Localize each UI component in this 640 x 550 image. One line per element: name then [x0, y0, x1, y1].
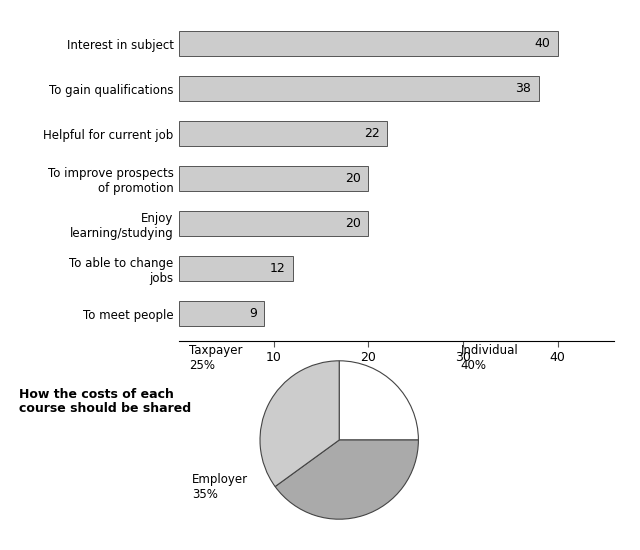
Wedge shape	[339, 361, 419, 440]
Wedge shape	[260, 361, 339, 487]
Bar	[179, 256, 292, 281]
Bar	[179, 76, 539, 101]
Bar	[179, 211, 369, 236]
Text: 20: 20	[345, 217, 361, 230]
Bar	[179, 31, 557, 56]
Text: 12: 12	[269, 262, 285, 276]
Wedge shape	[275, 440, 419, 519]
Text: 22: 22	[364, 127, 380, 140]
Text: Employer
35%: Employer 35%	[192, 472, 248, 500]
Bar	[179, 122, 387, 146]
Text: 20: 20	[345, 172, 361, 185]
Text: 38: 38	[515, 82, 531, 95]
Bar	[179, 301, 264, 326]
Text: Taxpayer
25%: Taxpayer 25%	[189, 344, 243, 372]
Text: 9: 9	[249, 307, 257, 320]
Text: Individual
40%: Individual 40%	[461, 344, 518, 372]
Text: 40: 40	[534, 37, 550, 50]
Text: How the costs of each
course should be shared: How the costs of each course should be s…	[19, 388, 191, 415]
Bar	[179, 166, 369, 191]
